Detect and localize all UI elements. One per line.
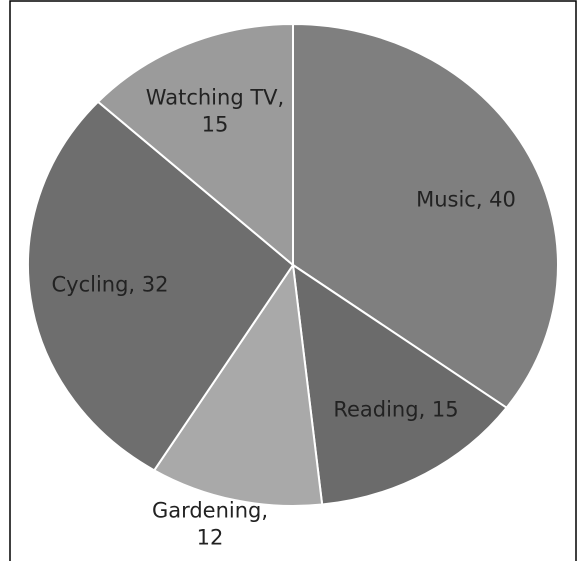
pie-slice bbox=[96, 22, 294, 268]
slice-label: Gardening, 12 bbox=[151, 498, 269, 550]
slice-label: Reading, 15 bbox=[333, 397, 459, 422]
frame bbox=[9, 0, 577, 561]
pie-slice bbox=[292, 22, 559, 410]
slice-label: Music, 40 bbox=[416, 187, 516, 212]
slice-label: Watching TV, 15 bbox=[145, 85, 285, 137]
slice-label: Cycling, 32 bbox=[51, 272, 169, 297]
pie-slice bbox=[152, 262, 324, 507]
pie-slice bbox=[291, 262, 508, 506]
pie-slice bbox=[27, 100, 295, 472]
